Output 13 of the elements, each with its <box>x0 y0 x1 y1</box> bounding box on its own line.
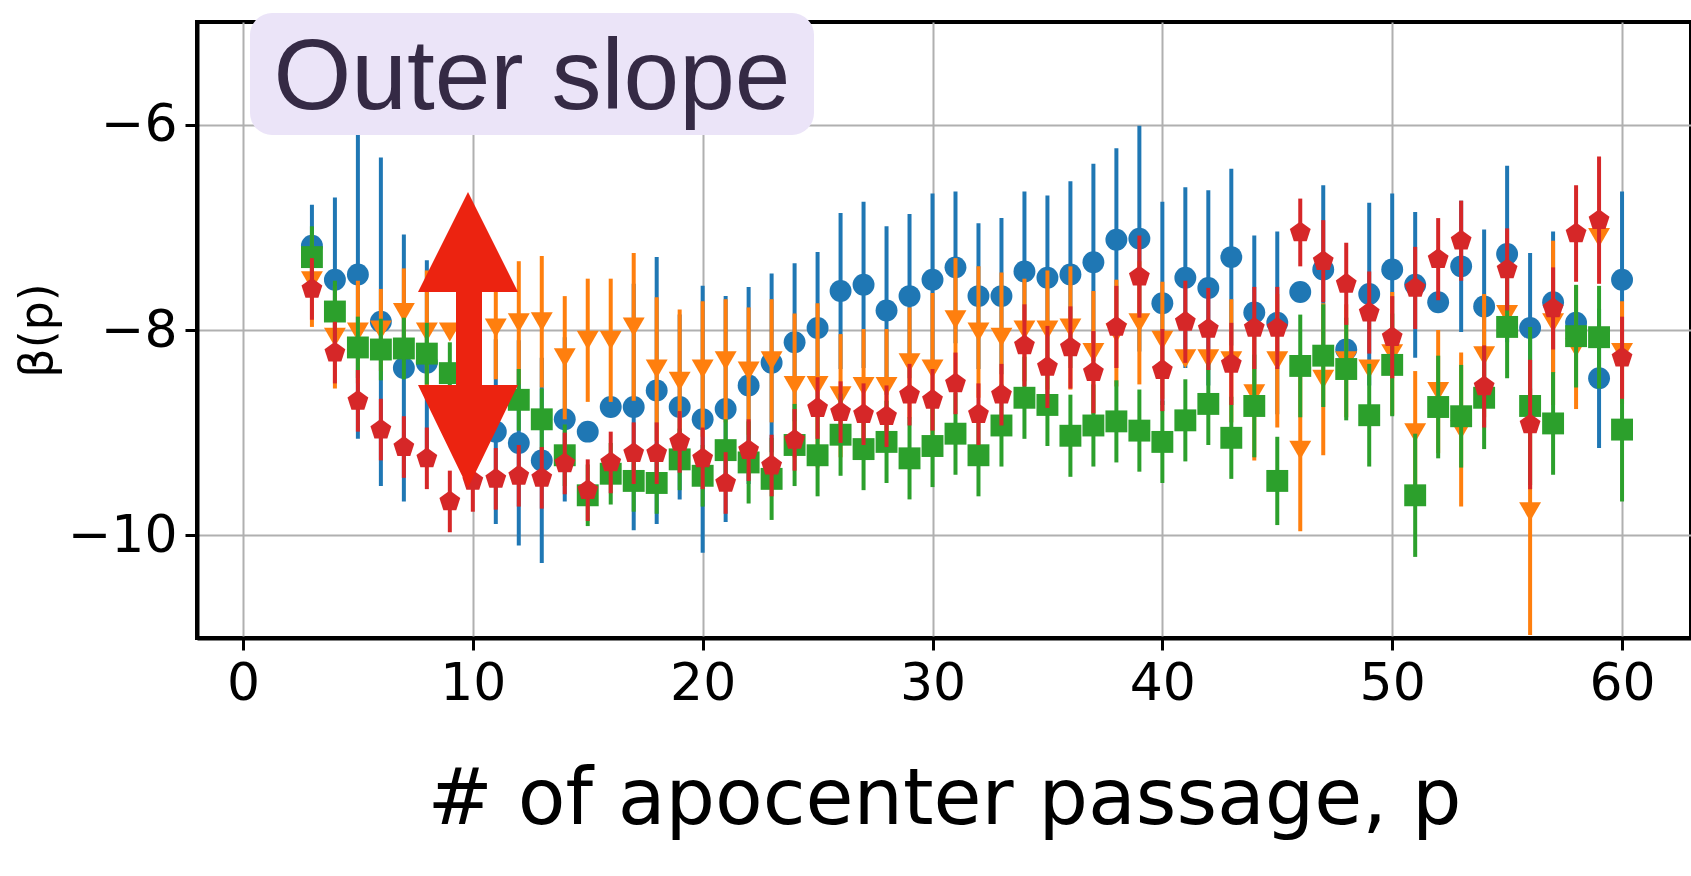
y-tick-label: −6 <box>100 93 178 154</box>
y-axis-title: β(p) <box>8 283 63 378</box>
chart-title: Outer slope <box>250 13 814 135</box>
x-tick-label: 50 <box>1359 651 1426 712</box>
x-axis-title: # of apocenter passage, p <box>427 751 1462 842</box>
y-tick-label: −8 <box>100 298 178 359</box>
x-tick-label: 10 <box>440 651 507 712</box>
x-tick-label: 0 <box>226 651 261 712</box>
x-tick-label: 30 <box>899 651 967 712</box>
x-tick-label: 60 <box>1589 651 1656 712</box>
y-tick-label: −10 <box>67 503 178 564</box>
x-tick-label: 40 <box>1129 651 1196 712</box>
x-tick-label: 20 <box>670 651 737 712</box>
